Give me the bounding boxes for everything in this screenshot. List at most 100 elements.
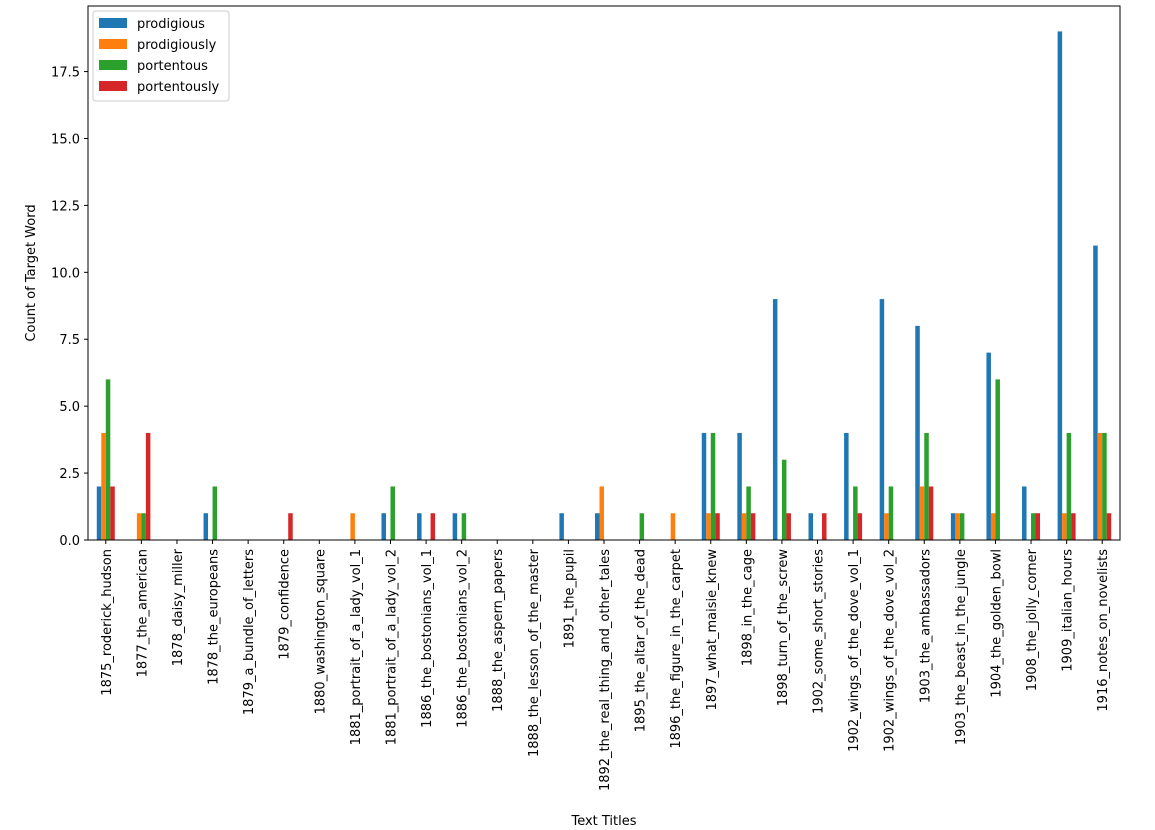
bar-prodigiously-17 xyxy=(706,513,711,540)
bars-layer xyxy=(96,31,1112,541)
bar-prodigiously-14 xyxy=(599,486,604,540)
x-tick-label: 1902_some_short_stories xyxy=(812,549,827,714)
bar-portentous-21 xyxy=(853,486,858,540)
x-tick-label: 1916_notes_on_novelists xyxy=(1096,549,1111,712)
legend-swatch-portentous xyxy=(99,60,127,70)
x-tick-label: 1886_the_bostonians_vol_2 xyxy=(456,549,471,728)
bar-prodigious-0 xyxy=(96,486,102,540)
bar-portentous-18 xyxy=(746,486,751,540)
x-tick-label: 1895_the_altar_of_the_dead xyxy=(634,549,649,732)
bar-prodigious-25 xyxy=(986,352,991,540)
legend-box xyxy=(92,10,230,102)
x-tick-label: 1881_portrait_of_a_lady_vol_1 xyxy=(349,549,364,745)
bar-prodigious-9 xyxy=(417,513,422,540)
bar-portentously-28 xyxy=(1106,513,1112,540)
x-tick-label: 1892_the_real_thing_and_other_tales xyxy=(598,549,613,791)
bar-portentous-19 xyxy=(781,459,787,540)
bar-portentous-1 xyxy=(141,513,146,540)
y-tick-label: 10.0 xyxy=(51,266,80,281)
y-tick-label: 17.5 xyxy=(51,66,80,81)
bar-portentously-1 xyxy=(145,432,151,540)
x-tick-label: 1902_wings_of_the_dove_vol_1 xyxy=(847,549,862,752)
x-tick-label: 1898_in_the_cage xyxy=(740,549,755,666)
bar-portentously-5 xyxy=(288,513,293,540)
x-tick-label: 1904_the_golden_bowl xyxy=(989,549,1004,698)
bar-portentous-15 xyxy=(639,513,645,540)
bar-portentous-25 xyxy=(995,379,1000,540)
bar-prodigious-27 xyxy=(1057,31,1063,541)
y-tick-label: 12.5 xyxy=(51,199,80,214)
bar-prodigiously-16 xyxy=(670,513,676,540)
x-tick-label: 1881_portrait_of_a_lady_vol_2 xyxy=(385,549,400,745)
y-tick-label: 0.0 xyxy=(59,534,80,549)
bar-portentous-26 xyxy=(1031,513,1036,540)
y-tick-label: 7.5 xyxy=(59,333,80,348)
x-tick-label: 1902_wings_of_the_dove_vol_2 xyxy=(883,549,898,752)
bar-portentously-21 xyxy=(857,513,863,540)
bar-portentously-23 xyxy=(928,486,934,540)
bar-portentous-8 xyxy=(390,486,395,540)
y-tick-label: 15.0 xyxy=(51,132,80,147)
bar-portentous-23 xyxy=(924,432,929,540)
bar-portentously-18 xyxy=(750,513,756,540)
legend-label-portentous: portentous xyxy=(137,59,208,74)
bar-prodigious-13 xyxy=(559,513,564,540)
x-tick-label: 1908_the_jolly_corner xyxy=(1025,548,1040,691)
x-tick-label: 1909_italian_hours xyxy=(1061,549,1076,672)
bar-portentous-0 xyxy=(105,379,111,540)
bar-prodigious-19 xyxy=(772,299,778,540)
x-tick-label: 1891_the_pupil xyxy=(562,549,577,648)
legend-swatch-portentously xyxy=(99,81,127,91)
bar-portentous-17 xyxy=(710,432,716,540)
bar-portentously-9 xyxy=(430,513,436,540)
bar-prodigiously-24 xyxy=(955,513,960,540)
bar-prodigiously-1 xyxy=(136,513,142,540)
bar-portentously-0 xyxy=(110,486,115,540)
legend-swatch-prodigiously xyxy=(99,39,127,49)
bar-portentously-20 xyxy=(822,513,827,540)
x-tick-label: 1880_washington_square xyxy=(313,549,328,714)
bar-prodigiously-25 xyxy=(990,513,996,540)
x-tick-label: 1878_the_europeans xyxy=(207,549,222,685)
x-tick-label: 1886_the_bostonians_vol_1 xyxy=(420,549,435,728)
bar-portentously-17 xyxy=(715,513,720,540)
bar-portentously-27 xyxy=(1071,513,1076,540)
bar-portentous-3 xyxy=(212,486,218,540)
x-tick-label: 1903_the_ambassadors xyxy=(918,549,933,703)
bar-prodigiously-0 xyxy=(101,432,106,540)
bar-portentous-24 xyxy=(959,513,965,540)
x-tick-label: 1875_roderick_hudson xyxy=(100,549,115,696)
legend-label-prodigiously: prodigiously xyxy=(137,38,217,53)
x-tick-label: 1896_the_figure_in_the_carpet xyxy=(669,549,684,749)
legend-label-portentously: portentously xyxy=(137,80,220,95)
x-tick-label: 1878_daisy_miller xyxy=(171,548,186,666)
legend: prodigious prodigiously portentous portento… xyxy=(92,10,230,102)
x-tick-label: 1903_the_beast_in_the_jungle xyxy=(954,549,969,745)
bar-prodigious-3 xyxy=(203,513,209,540)
y-tick-label: 5.0 xyxy=(59,400,80,415)
bar-prodigious-24 xyxy=(950,513,956,540)
bar-prodigiously-23 xyxy=(919,486,925,540)
x-axis-ticks: 1875_roderick_hudson 1877_the_american 187… xyxy=(100,540,1111,791)
y-axis-ticks: 0.0 2.5 5.0 7.5 10.0 12.5 15.0 17.5 xyxy=(51,66,88,549)
bar-prodigious-26 xyxy=(1022,486,1027,540)
x-axis-label: Text Titles xyxy=(570,814,636,829)
bar-prodigious-10 xyxy=(452,513,458,540)
bar-prodigiously-28 xyxy=(1097,432,1103,540)
x-tick-label: 1898_turn_of_the_screw xyxy=(776,549,791,707)
bar-prodigious-17 xyxy=(701,432,707,540)
bar-prodigious-20 xyxy=(808,513,814,540)
bar-prodigiously-22 xyxy=(884,513,889,540)
x-tick-label: 1879_a_bundle_of_letters xyxy=(242,549,257,715)
bar-portentous-28 xyxy=(1102,432,1107,540)
x-tick-label: 1888_the_aspern_papers xyxy=(491,549,506,712)
bar-prodigiously-27 xyxy=(1062,513,1067,540)
bar-portentously-26 xyxy=(1035,513,1041,540)
bar-prodigious-28 xyxy=(1093,245,1098,540)
bar-prodigious-21 xyxy=(844,432,849,540)
bar-prodigious-18 xyxy=(737,432,742,540)
bar-prodigious-14 xyxy=(595,513,600,540)
legend-label-prodigious: prodigious xyxy=(137,17,205,32)
plot-frame xyxy=(87,5,1121,541)
